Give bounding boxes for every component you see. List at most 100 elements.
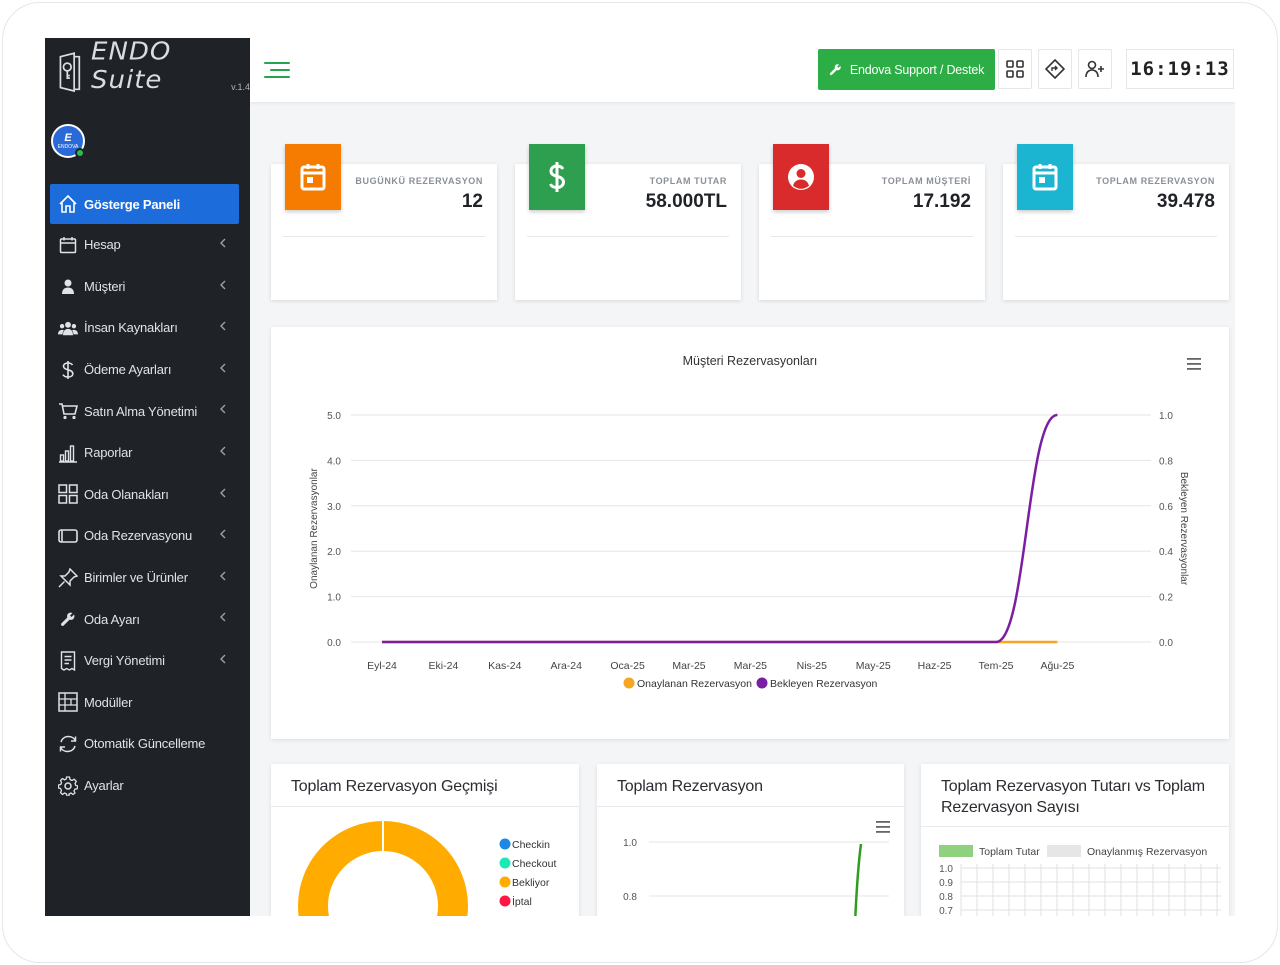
y2-tick-label: 1.0 <box>1159 411 1173 422</box>
pin-icon <box>58 567 78 588</box>
sidebar-item-12[interactable]: Vergi Yönetimi <box>45 640 250 682</box>
x-tick-label: Haz-25 <box>918 660 952 672</box>
menu-toggle-icon[interactable] <box>264 60 290 80</box>
stat-divider <box>283 236 485 237</box>
y2-axis-label: Bekleyen Rezervasyonlar <box>1178 472 1189 586</box>
sidebar-item-label: İnsan Kaynakları <box>84 320 178 336</box>
calendar-icon <box>285 144 341 210</box>
sidebar-menu: Gösterge Paneli Hesap Müşteri İnsan Kaynakl… <box>45 184 250 806</box>
support-button[interactable]: Endova Support / Destek <box>818 49 995 90</box>
sidebar-item-label: Ödeme Ayarları <box>84 362 172 378</box>
support-button-label: Endova Support / Destek <box>849 62 985 77</box>
legend-label: Checkout <box>512 858 556 870</box>
chevron-left-icon <box>220 571 226 584</box>
legend-label: İptal <box>512 895 532 908</box>
add-user-icon <box>1085 60 1104 78</box>
sidebar-item-label: Vergi Yönetimi <box>84 653 165 669</box>
sidebar-item-4[interactable]: İnsan Kaynakları <box>45 307 250 349</box>
customer-reservations-chart: Müşteri Rezervasyonları 0.0 1.0 2.0 3.0 4.0 5.… <box>271 327 1229 739</box>
stat-label: BUGÜNKÜ REZERVASYON <box>355 176 483 186</box>
x-tick-label: Eyl-24 <box>367 660 397 672</box>
brand-name: ENDO Suite <box>91 38 172 95</box>
x-tick-label: Kas-24 <box>488 660 521 672</box>
stat-divider <box>771 236 973 237</box>
sidebar-item-3[interactable]: Müşteri <box>45 266 250 308</box>
brand-version: v.1.4 <box>231 82 250 92</box>
panel-title: Toplam Rezervasyon Geçmişi <box>291 778 498 795</box>
y-tick-label: 5.0 <box>327 411 341 422</box>
stat-label: TOPLAM REZERVASYON <box>1096 176 1215 186</box>
sidebar-item-14[interactable]: Otomatik Güncelleme <box>45 723 250 765</box>
legend-marker <box>499 895 511 907</box>
panel-title: Toplam Rezervasyon Tutarı vs Toplam Reze… <box>941 778 1205 816</box>
total-customer-card[interactable]: TOPLAM MÜŞTERİ 17.192 <box>759 144 985 300</box>
chart-menu-bar <box>1187 363 1201 365</box>
users-icon <box>58 318 78 338</box>
wrench-icon <box>58 609 78 629</box>
brand-logo[interactable]: ENDO Suite v.1.4 <box>57 38 250 96</box>
chart-menu-icon <box>1187 358 1201 370</box>
grid-icon <box>58 484 78 505</box>
y-tick-label: 0.7 <box>939 906 953 916</box>
cart-icon <box>58 401 78 421</box>
stat-value: 12 <box>461 191 483 212</box>
add-user-button[interactable] <box>1078 49 1112 89</box>
sidebar-item-8[interactable]: Oda Olanakları <box>45 474 250 516</box>
sidebar-item-label: Satın Alma Yönetimi <box>84 403 198 419</box>
layout-icon <box>58 692 78 713</box>
sidebar-item-6[interactable]: Satın Alma Yönetimi <box>45 390 250 432</box>
total-reservation-panel: Toplam Rezervasyon 1.0 0.8 <box>597 764 904 916</box>
sidebar-item-label: Hesap <box>84 237 121 253</box>
receipt-icon <box>58 651 78 671</box>
legend-marker <box>756 677 768 689</box>
reservation-history-panel: Toplam Rezervasyon Geçmişi Checkin Checko… <box>271 764 579 916</box>
x-tick-label: Ağu-25 <box>1040 660 1074 672</box>
bar-chart-icon <box>58 443 78 463</box>
legend-label: Onaylanmış Rezervasyon <box>1087 846 1207 858</box>
y2-tick-label: 0.4 <box>1159 547 1173 558</box>
sidebar-item-9[interactable]: Oda Rezervasyonu <box>45 515 250 557</box>
bar-chart-svg: Toplam Tutar Onaylanmış Rezervasyon 1.0 0.9… <box>939 845 1221 916</box>
sidebar-item-label: Gösterge Paneli <box>84 196 180 212</box>
series-line-2 <box>382 413 1058 644</box>
sidebar-item-2[interactable]: Hesap <box>45 224 250 266</box>
chevron-left-icon <box>220 612 226 625</box>
sidebar-item-label: Oda Rezervasyonu <box>84 528 193 544</box>
sidebar-item-5[interactable]: Ödeme Ayarları <box>45 349 250 391</box>
avatar[interactable]: E ENDOVA <box>51 124 85 158</box>
x-tick-label: Eki-24 <box>429 660 459 672</box>
legend-marker <box>499 876 511 888</box>
sidebar-item-label: Oda Ayarı <box>84 611 140 627</box>
amount-vs-count-panel: Toplam Rezervasyon Tutarı vs Toplam Reze… <box>921 764 1229 916</box>
sidebar-item-11[interactable]: Oda Ayarı <box>45 598 250 640</box>
x-tick-label: Nis-25 <box>797 660 828 672</box>
x-tick-label: Ara-24 <box>550 660 582 672</box>
navigation-button[interactable] <box>1038 49 1072 89</box>
sidebar-item-15[interactable]: Ayarlar <box>45 765 250 807</box>
sidebar-item-label: Müşteri <box>84 278 126 294</box>
series-line-1 <box>854 843 863 916</box>
todays-reservation-card[interactable]: BUGÜNKÜ REZERVASYON 12 <box>271 144 497 300</box>
sidebar-item-13[interactable]: Modüller <box>45 682 250 724</box>
stat-value: 39.478 <box>1156 191 1215 212</box>
apps-grid-button[interactable] <box>998 49 1032 89</box>
sidebar-item-7[interactable]: Raporlar <box>45 432 250 474</box>
line-chart-svg: Müşteri Rezervasyonları 0.0 1.0 2.0 3.0 4.0 5.… <box>309 354 1201 690</box>
legend-marker <box>939 845 973 857</box>
legend-marker <box>1047 845 1081 857</box>
sidebar-item-10[interactable]: Birimler ve Ürünler <box>45 557 250 599</box>
stat-label: TOPLAM TUTAR <box>649 176 727 186</box>
chart-menu-icon <box>876 821 890 833</box>
x-tick-label: Mar-25 <box>734 660 767 672</box>
topbar: Endova Support / Destek 16:19:13 <box>250 38 1235 102</box>
total-reservation-card[interactable]: TOPLAM REZERVASYON 39.478 <box>1003 144 1229 300</box>
total-amount-card[interactable]: TOPLAM TUTAR 58.000TL <box>515 144 741 300</box>
wrench-icon <box>829 64 841 76</box>
y-tick-label: 4.0 <box>327 456 341 467</box>
chevron-left-icon <box>220 238 226 251</box>
avatar-initial: E <box>64 131 72 144</box>
sidebar-item-1[interactable]: Gösterge Paneli <box>50 184 239 224</box>
sidebar-item-label: Modüller <box>84 694 133 710</box>
y-axis-label: Onaylanan Rezervasyonlar <box>309 468 320 589</box>
stat-divider <box>1015 236 1217 237</box>
